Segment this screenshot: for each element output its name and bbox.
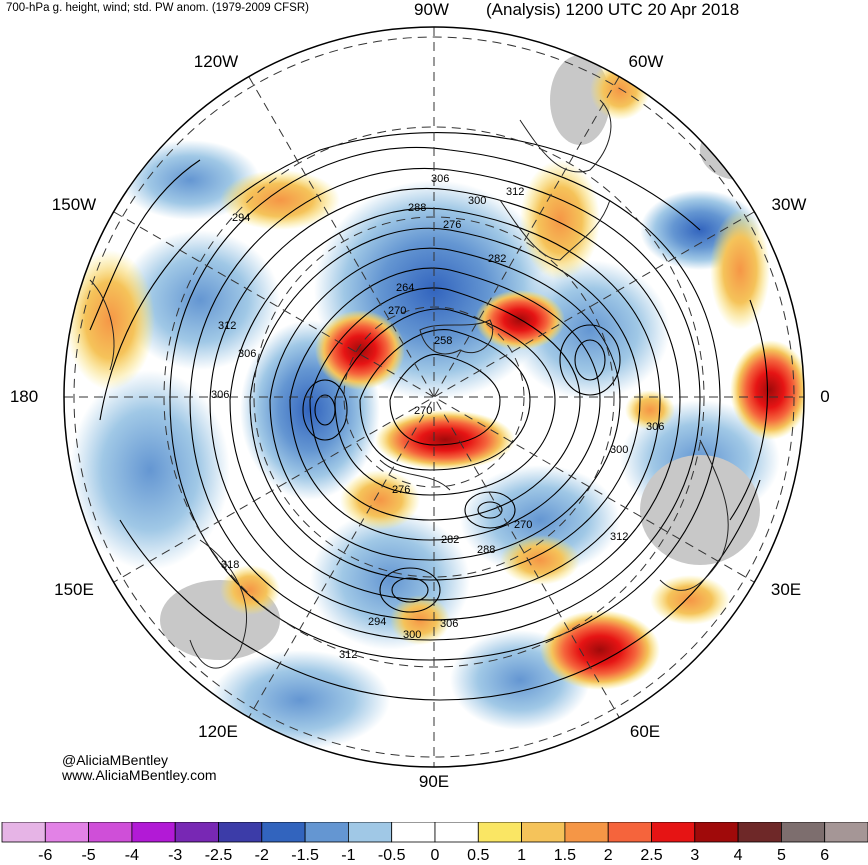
colorbar-swatch (88, 822, 133, 843)
contour-label: 306 (646, 421, 664, 433)
colorbar-swatch (737, 822, 782, 843)
lon-label-60e: 60E (629, 722, 661, 741)
colorbar-tick-label: 3 (690, 847, 700, 864)
colorbar-tick-label: 1.5 (553, 847, 577, 864)
colorbar-swatch (651, 822, 696, 843)
contour-label: 306 (238, 348, 256, 360)
colorbar-tick-label: -5 (81, 847, 96, 864)
colorbar-tick-label: 5 (776, 847, 786, 864)
colorbar-swatch (391, 822, 436, 843)
colorbar-swatch (261, 822, 306, 843)
colorbar-swatch (521, 822, 566, 843)
lon-label-180: 180 (9, 387, 39, 406)
colorbar-tick-label: -2 (254, 847, 269, 864)
contour-label: 288 (408, 202, 426, 214)
contour-label: 282 (441, 534, 459, 546)
colorbar-swatch (564, 822, 609, 843)
contour-label: 270 (414, 405, 432, 417)
contour-label: 312 (339, 649, 357, 661)
colorbar-swatch (347, 822, 393, 843)
colorbar-tick-label: -0.5 (377, 847, 406, 864)
contour-label-group: 306 312 300 294 288 276 282 264 270 258 … (211, 173, 664, 661)
lon-label-60w: 60W (628, 52, 664, 71)
graticule (64, 27, 804, 767)
pw-anomaly-colorbar (1, 822, 868, 843)
contour-label: 282 (488, 253, 506, 265)
credit-twitter: @AliciaMBentley (62, 752, 169, 768)
contour-label: 306 (440, 618, 458, 630)
map-boundary (63, 26, 805, 768)
colorbar-tick-label: 0 (430, 847, 440, 864)
colorbar-tick-label: -3 (168, 847, 183, 864)
contour-label: 312 (506, 186, 524, 198)
lon-label-30e: 30E (770, 580, 802, 599)
top-longitude-label: 90W (414, 0, 449, 19)
lon-label-120e: 120E (198, 722, 238, 741)
colorbar-swatch (477, 822, 522, 843)
colorbar-tick-label: 2 (603, 847, 613, 864)
colorbar-tick-label: -6 (38, 847, 53, 864)
colorbar-tick-label: -1 (341, 847, 356, 864)
contour-label: 264 (396, 282, 414, 294)
contour-label: 270 (514, 519, 532, 531)
contour-label: 318 (221, 559, 239, 571)
contour-label: 288 (477, 544, 495, 556)
lon-label-30w: 30W (771, 195, 807, 214)
contour-label: 276 (392, 484, 410, 496)
lon-label-120w: 120W (193, 52, 239, 71)
colorbar-swatch (131, 822, 176, 843)
colorbar-swatch (434, 822, 479, 843)
colorbar-swatch (304, 822, 349, 843)
contour-label: 294 (368, 616, 386, 628)
lon-label-150e: 150E (54, 580, 94, 599)
colorbar-tick-label: -1.5 (291, 847, 319, 864)
contour-label: 270 (388, 305, 406, 317)
colorbar-swatch (1, 822, 46, 843)
colorbar-swatch (781, 822, 826, 843)
contour-label: 258 (434, 335, 452, 347)
colorbar-swatch (694, 822, 739, 843)
contour-label: 306 (431, 173, 449, 185)
contour-label: 312 (610, 531, 628, 543)
colorbar-tick-label: 4 (733, 847, 743, 864)
colorbar-tick-label: -2.5 (204, 847, 233, 864)
contour-label: 306 (211, 389, 229, 401)
colorbar-tick-label: 2.5 (640, 847, 663, 864)
contour-label: 276 (443, 219, 461, 231)
polar-stereographic-map: 306 312 300 294 288 276 282 264 270 258 … (63, 26, 805, 768)
contour-label: 300 (610, 444, 628, 456)
colorbar-swatch (44, 822, 89, 843)
contour-label: 300 (468, 195, 486, 207)
lon-label-0: 0 (820, 387, 830, 406)
colorbar-tick-label: 6 (820, 847, 830, 864)
analysis-time-title: (Analysis) 1200 UTC 20 Apr 2018 (486, 0, 740, 19)
coastlines (89, 99, 729, 669)
colorbar-tick-label: 1 (517, 847, 527, 864)
contour-label: 300 (403, 629, 421, 641)
contour-label: 294 (232, 212, 250, 224)
colorbar-swatch (218, 822, 263, 843)
colorbar-swatch (174, 822, 219, 843)
lon-label-90e: 90E (418, 772, 450, 791)
colorbar-tick-label: 0.5 (467, 847, 490, 864)
colorbar-tick-label: -4 (124, 847, 140, 864)
lon-label-150w: 150W (51, 195, 97, 214)
colorbar-swatch (824, 822, 868, 843)
colorbar-swatch (607, 822, 652, 843)
credit-website: www.AliciaMBentley.com (62, 767, 217, 783)
map-variables-title: 700-hPa g. height, wind; std. PW anom. (… (6, 2, 309, 14)
contour-label: 312 (218, 320, 236, 332)
